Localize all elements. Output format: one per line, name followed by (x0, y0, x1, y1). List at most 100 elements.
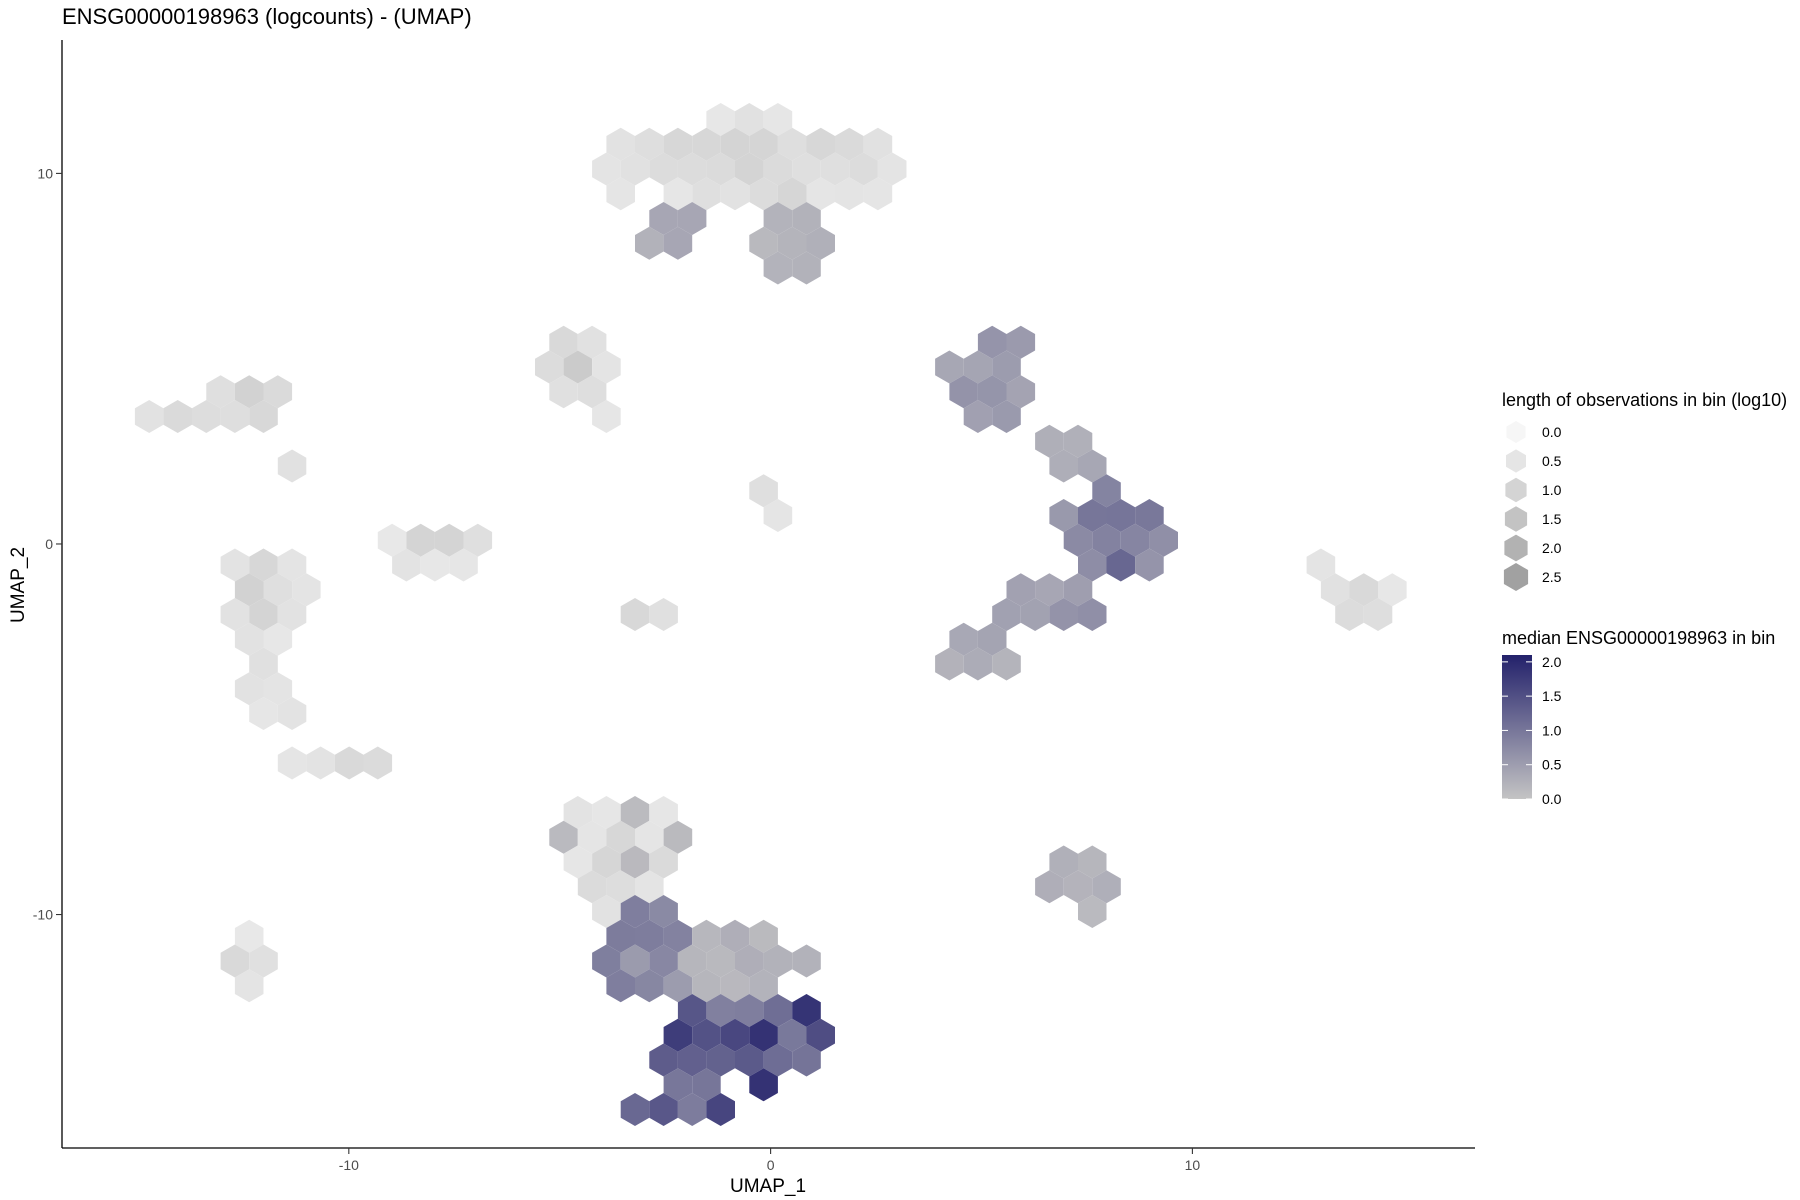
hexbin-cell (749, 127, 778, 161)
hexbin-cell (735, 1043, 764, 1077)
hexbin-cell (635, 969, 664, 1003)
hexbin-cell (620, 1093, 650, 1126)
hexbin-cell (1092, 870, 1121, 904)
hexbin-cell (592, 944, 621, 978)
hexbin-cell (306, 746, 335, 780)
size-legend-label: 0.0 (1542, 424, 1562, 440)
hexbin-cell (592, 796, 621, 829)
hexbin-cell (649, 944, 678, 978)
size-legend-hexagon (1506, 449, 1526, 473)
hexbin-cell (1006, 573, 1036, 607)
hexbin-cell (663, 969, 693, 1003)
hexbin-cell (735, 944, 764, 978)
hexbin-cell (777, 1018, 807, 1052)
colorbar-tick-label: 1.0 (1542, 722, 1562, 738)
hexbin-cell (535, 350, 564, 384)
hexbin-cell (706, 103, 735, 136)
hexbin-cell (606, 820, 635, 854)
hexbin-cell (763, 152, 793, 186)
hexbin-cell (1378, 573, 1407, 607)
hexbin-cell (792, 251, 821, 285)
hexbin-cell (706, 994, 735, 1027)
hexbin-cell (1078, 845, 1107, 879)
hexbin-cell (377, 523, 407, 557)
hexbin-cell (292, 573, 321, 607)
y-tick-label: -10 (33, 907, 53, 923)
hexbin-cell (234, 672, 264, 706)
hexbin-cell (635, 820, 664, 854)
hexbin-cell (749, 474, 778, 508)
hexbin-cell (763, 1043, 793, 1077)
size-legend-label: 1.0 (1542, 482, 1562, 498)
hexbin-cell (463, 523, 493, 557)
hexbin-cell (234, 573, 264, 607)
hexbin-cell (635, 919, 664, 953)
hexbin-cell (249, 697, 278, 730)
hexbin-cell (663, 919, 693, 953)
hexbin-cell (577, 325, 607, 359)
hexbin-cell (706, 1043, 735, 1077)
size-legend-hexagon (1506, 421, 1526, 443)
hexbin-cell (763, 994, 793, 1027)
hexbin-cell (749, 1018, 778, 1052)
hexbin-cell (649, 202, 678, 235)
hexbin-cell (677, 1043, 707, 1077)
hexbin-cell (620, 845, 650, 879)
hexbin-cell (792, 1043, 821, 1077)
hexbin-cell (220, 400, 250, 433)
colorbar-tick-label: 1.5 (1542, 688, 1562, 704)
hexbin-cell (234, 919, 264, 953)
hexbin-cell (792, 152, 821, 186)
hexbin-cell (1078, 895, 1107, 928)
size-legend-hexagon (1504, 506, 1528, 532)
hexbin-cell (677, 202, 707, 235)
hexbin-cell (134, 400, 164, 433)
hexbin-cell (1049, 845, 1078, 879)
hexbin-cell (749, 919, 778, 953)
hexbin-cell (1049, 499, 1078, 532)
hexbin-cell (592, 400, 621, 433)
hexbin-cell (206, 375, 235, 409)
hexbin-cell (192, 400, 221, 433)
size-legend-title: length of observations in bin (log10) (1502, 390, 1787, 410)
hexbin-cell (334, 746, 364, 780)
colorbar-tick-label: 2.0 (1542, 654, 1562, 670)
hexbin-cell (663, 177, 693, 211)
hexbin-cell (749, 226, 778, 260)
hexbin-cell (1020, 598, 1050, 631)
hexbin-cell (792, 202, 821, 235)
hexbin-cell (1006, 375, 1036, 409)
hexbin-cell (1035, 424, 1064, 458)
y-tick-label: 10 (37, 165, 53, 181)
hexbin-cell (806, 127, 835, 161)
hexbin-cell (249, 400, 278, 433)
hexbin-cell (606, 177, 635, 211)
hexbin-cell (992, 598, 1021, 631)
hexbin-cell (577, 375, 607, 409)
y-axis-title: UMAP_2 (8, 547, 29, 623)
hexbin-cell (763, 202, 793, 235)
hexbin-cell (1063, 523, 1093, 557)
hexbin-cell (234, 969, 264, 1003)
colorbar-tick-label: 0.5 (1542, 757, 1562, 773)
hexbin-cell (706, 152, 735, 186)
hexbin-cell (706, 1093, 735, 1126)
hexbin-cell (1078, 548, 1107, 582)
hexbin-cell (649, 598, 678, 631)
hexbin-cell (277, 697, 307, 730)
hexbin-cell (963, 647, 993, 681)
hexbin-cell (1363, 598, 1393, 631)
chart-title: ENSG00000198963 (logcounts) - (UMAP) (62, 4, 472, 29)
hexbin-cell (420, 548, 450, 582)
hexbin-cell (263, 622, 293, 656)
hexbin-cell (977, 375, 1007, 409)
hexbin-cell (663, 1068, 693, 1102)
hexbin-cell (692, 177, 721, 211)
hexbin-cell (992, 647, 1021, 681)
hexbin-cell (163, 400, 192, 433)
hexbin-cell (620, 152, 650, 186)
hexbin-cell (649, 796, 678, 829)
hexbin-cell (592, 152, 621, 186)
hexbin-cell (663, 127, 693, 161)
hexbin-cell (1149, 523, 1178, 557)
